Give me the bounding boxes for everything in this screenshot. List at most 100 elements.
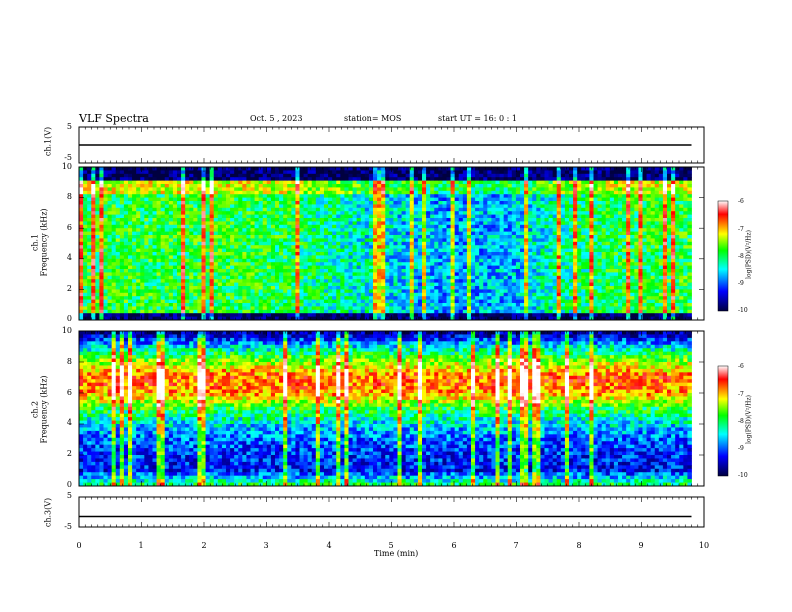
spectrogram-cell — [356, 286, 362, 290]
spectrogram-cell — [91, 258, 96, 263]
spectrogram-cell — [495, 313, 500, 317]
spectrogram-cell — [524, 252, 529, 256]
spectrogram-cell — [458, 296, 464, 300]
spectrogram-cell — [324, 184, 329, 188]
spectrogram-cell — [83, 292, 88, 297]
spectrogram-cell — [299, 180, 304, 185]
spectrogram-cell — [230, 211, 235, 215]
spectrogram-cell — [356, 245, 362, 249]
spectrogram-cell — [417, 282, 423, 287]
spectrogram-cell — [471, 303, 476, 307]
spectrogram-cell — [393, 204, 398, 209]
spectrogram-cell — [107, 218, 113, 222]
spectrogram-cell — [307, 241, 313, 246]
spectrogram-cell — [438, 289, 443, 294]
spectrogram-cell — [168, 279, 174, 283]
spectrogram-cell — [520, 303, 525, 307]
spectrogram-cell — [189, 248, 194, 253]
spectrogram-cell — [172, 170, 178, 175]
spectrogram-cell — [466, 218, 472, 222]
spectrogram-cell — [352, 299, 358, 304]
spectrogram-cell — [503, 248, 509, 253]
spectrogram-cell — [381, 204, 386, 209]
spectrogram-cell — [107, 272, 113, 277]
spectrogram-cell — [144, 221, 149, 226]
spectrogram-cell — [123, 313, 129, 317]
spectrogram-cell — [156, 211, 162, 215]
spectrogram-cell — [111, 197, 117, 202]
spectrogram-cell — [417, 316, 423, 321]
spectrogram-cell — [381, 306, 386, 311]
spectrogram-cell — [475, 309, 480, 314]
spectrogram-cell — [205, 214, 211, 219]
spectrogram-cell — [475, 272, 480, 277]
spectrogram-cell — [315, 180, 321, 185]
spectrogram-cell — [185, 255, 190, 260]
spectrogram-cell — [393, 238, 398, 243]
spectrogram-cell — [172, 197, 178, 202]
spectrogram-cell — [123, 204, 129, 209]
spectrogram-cell — [422, 316, 427, 321]
spectrogram-cell — [140, 201, 145, 205]
spectrogram-cell — [230, 286, 235, 290]
spectrogram-cell — [377, 296, 382, 300]
spectrogram-cell — [364, 272, 370, 277]
spectrogram-cell — [417, 167, 423, 171]
spectrogram-cell — [119, 289, 125, 294]
spectrogram-cell — [401, 269, 407, 273]
spectrogram-cell — [87, 204, 92, 209]
spectrogram-cell — [389, 309, 394, 314]
spectrogram-cell — [283, 309, 288, 314]
spectrogram-cell — [422, 292, 427, 297]
spectrogram-cell — [152, 279, 157, 283]
spectrogram-cell — [340, 255, 345, 260]
spectrogram-cell — [295, 279, 300, 283]
spectrogram-cell — [389, 286, 394, 290]
spectrogram-cell — [283, 207, 288, 212]
spectrogram-cell — [360, 170, 366, 175]
spectrogram-cell — [160, 201, 166, 205]
spectrogram-cell — [524, 184, 529, 188]
spectrogram-cell — [328, 204, 333, 209]
spectrogram-cell — [503, 221, 509, 226]
spectrogram-cell — [87, 275, 92, 280]
spectrogram-cell — [136, 197, 141, 202]
spectrogram-cell — [381, 252, 386, 256]
spectrogram-cell — [422, 190, 427, 195]
spectrogram-cell — [507, 207, 513, 212]
spectrogram-cell — [230, 289, 235, 294]
spectrogram-cell — [324, 231, 329, 236]
spectrogram-cell — [405, 197, 411, 202]
spectrogram-cell — [87, 201, 92, 205]
spectrogram-cell — [458, 218, 464, 222]
spectrogram-cell — [136, 177, 141, 181]
spectrogram-cell — [164, 245, 170, 249]
spectrogram-cell — [258, 255, 264, 260]
spectrogram-cell — [132, 235, 137, 239]
spectrogram-cell — [83, 275, 88, 280]
spectrogram-cell — [291, 309, 296, 314]
spectrogram-cell — [483, 224, 488, 229]
spectrogram-cell — [234, 214, 239, 219]
spectrogram-cell — [434, 245, 439, 249]
spectrogram-cell — [258, 309, 264, 314]
spectrogram-cell — [283, 272, 288, 277]
spectrogram-cell — [471, 218, 476, 222]
spectrogram-cell — [128, 316, 133, 321]
spectrogram-cell — [401, 201, 407, 205]
spectrogram-cell — [368, 173, 374, 178]
spectrogram-cell — [303, 316, 309, 321]
spectrogram-cell — [168, 241, 174, 246]
spectrogram-cell — [450, 316, 456, 321]
spectrogram-cell — [515, 245, 521, 249]
spectrogram-cell — [275, 282, 280, 287]
spectrogram-cell — [307, 190, 313, 195]
spectrogram-cell — [413, 299, 419, 304]
spectrogram-cell — [111, 265, 117, 270]
spectrogram-cell — [136, 262, 141, 266]
spectrogram-cell — [397, 231, 402, 236]
spectrogram-cell — [352, 218, 358, 222]
spectrogram-cell — [279, 316, 284, 321]
spectrogram-cell — [462, 197, 468, 202]
spectrogram-cell — [319, 238, 325, 243]
